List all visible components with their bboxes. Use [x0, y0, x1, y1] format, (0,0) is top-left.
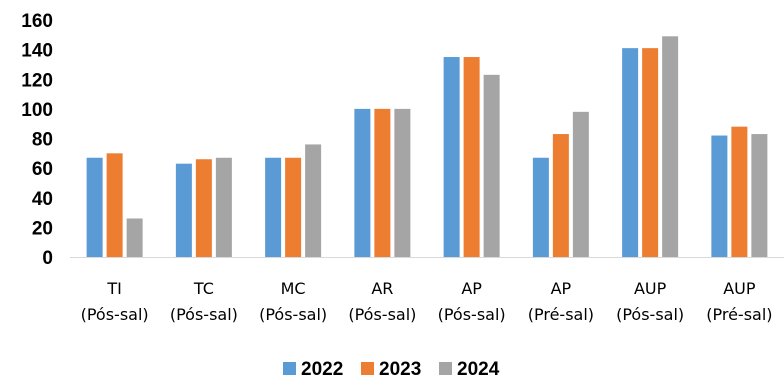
y-tick-label: 60 [32, 159, 53, 180]
x-tick-label: AP [551, 279, 572, 298]
x-tick-label: TC [193, 279, 214, 298]
x-tick-label: (Pós-sal) [438, 305, 506, 324]
bar-2024 [305, 144, 322, 257]
bar-2024 [572, 111, 589, 258]
bar-2022 [622, 48, 639, 257]
bar-2023 [552, 134, 569, 257]
x-tick-label: TI [106, 279, 122, 298]
bar-2024 [215, 157, 232, 257]
y-tick-label: 20 [32, 218, 53, 239]
bar-2022 [265, 157, 282, 257]
legend-label-2022: 2022 [301, 359, 343, 379]
bar-2022 [711, 135, 728, 257]
x-axis: TI (Pós-sal) TC (Pós-sal) MC (Pós-sal) AR (Pós-… [81, 279, 773, 324]
y-tick-label: 120 [21, 70, 53, 91]
x-tick-label: AUP [723, 279, 756, 298]
y-tick-label: 80 [32, 130, 53, 151]
y-tick-label: 160 [21, 11, 53, 32]
y-axis: 0 20 40 60 80 100 120 140 160 [21, 11, 53, 269]
legend-swatch-2022 [283, 362, 296, 375]
x-tick-label: AR [371, 279, 393, 298]
x-tick-label: (Pós-sal) [170, 305, 238, 324]
x-tick-label: MC [281, 279, 306, 298]
bar-2022 [443, 57, 460, 257]
bar-2022 [532, 157, 549, 257]
x-tick-label: (Pré-sal) [528, 305, 594, 324]
bar-2023 [195, 159, 212, 257]
legend-swatch-2024 [439, 362, 452, 375]
bar-2022 [175, 163, 192, 257]
bar-2024 [483, 74, 500, 258]
bar-2024 [126, 218, 143, 257]
legend: 2022 2023 2024 [283, 359, 500, 379]
bar-2024 [662, 36, 679, 258]
x-tick-label: (Pré-sal) [706, 305, 772, 324]
y-tick-label: 100 [21, 100, 53, 121]
y-tick-label: 140 [21, 41, 53, 62]
bar-2023 [285, 157, 302, 257]
x-tick-label: AP [461, 279, 482, 298]
x-tick-label: (Pós-sal) [616, 305, 684, 324]
bars [86, 36, 768, 258]
legend-label-2023: 2023 [379, 359, 421, 379]
x-tick-label: (Pós-sal) [81, 305, 149, 324]
legend-swatch-2023 [361, 362, 374, 375]
y-tick-label: 0 [42, 248, 53, 269]
bar-2022 [354, 108, 371, 257]
x-tick-label: (Pós-sal) [259, 305, 327, 324]
bar-2023 [642, 48, 659, 257]
bar-2024 [394, 108, 411, 257]
bar-2023 [106, 153, 123, 257]
x-tick-label: AUP [634, 279, 667, 298]
bar-2023 [731, 126, 748, 258]
legend-label-2024: 2024 [457, 359, 500, 379]
bar-2023 [463, 57, 480, 257]
bar-2022 [86, 157, 103, 257]
bar-2024 [751, 134, 768, 257]
y-tick-label: 40 [32, 189, 53, 210]
bar-2023 [374, 108, 391, 257]
x-tick-label: (Pós-sal) [348, 305, 416, 324]
